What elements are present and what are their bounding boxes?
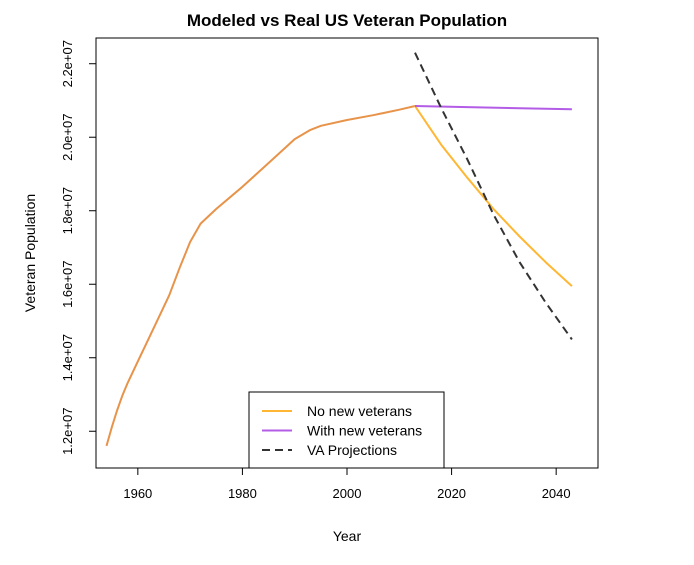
x-tick-label: 1980: [228, 486, 257, 501]
chart-title: Modeled vs Real US Veteran Population: [187, 11, 507, 30]
y-tick-label: 1.8e+07: [60, 187, 75, 234]
y-tick-label: 1.6e+07: [60, 261, 75, 308]
y-tick-label: 2.0e+07: [60, 114, 75, 161]
legend: No new veterans With new veterans VA Proje…: [248, 391, 445, 469]
y-tick-label: 1.2e+07: [60, 408, 75, 455]
y-tick-label: 2.2e+07: [60, 40, 75, 87]
y-tick-label: 1.4e+07: [60, 334, 75, 381]
series-lines: [105, 52, 573, 447]
x-tick-label: 1960: [123, 486, 152, 501]
x-tick-label: 2020: [437, 486, 466, 501]
x-axis-label: Year: [333, 528, 362, 544]
x-tick-label: 2040: [542, 486, 571, 501]
legend-label-1: No new veterans: [307, 403, 412, 419]
x-tick-label: 2000: [333, 486, 362, 501]
historical-line: [105, 105, 416, 447]
legend-label-2: With new veterans: [307, 423, 422, 439]
y-axis: 1.2e+07 1.4e+07 1.6e+07 1.8e+07 2.0e+07 2.2e+…: [60, 40, 96, 455]
legend-label-3: VA Projections: [307, 442, 397, 458]
series-line-3: [414, 52, 573, 340]
series-line-1: [414, 105, 573, 287]
series-line-2: [414, 105, 572, 111]
y-axis-label: Veteran Population: [22, 194, 38, 312]
x-axis: 1960 1980 2000 2020 2040: [123, 468, 571, 501]
